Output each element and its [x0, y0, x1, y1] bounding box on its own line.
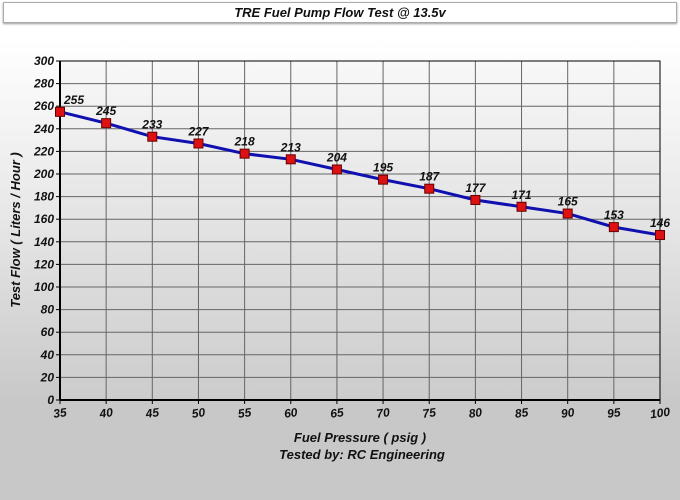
- x-tick-label: 65: [329, 405, 344, 421]
- x-tick-label: 60: [283, 405, 298, 421]
- data-point: [331, 164, 342, 175]
- y-tick-label: 180: [34, 190, 54, 204]
- data-point: [55, 106, 65, 117]
- series-line: [59, 110, 661, 237]
- x-tick-label: 80: [468, 405, 483, 421]
- data-point: [655, 230, 665, 241]
- y-tick-label: 260: [33, 99, 54, 113]
- data-label: 255: [63, 93, 84, 107]
- y-tick-label: 40: [40, 348, 55, 362]
- data-label: 195: [373, 161, 393, 175]
- data-point: [562, 208, 573, 219]
- x-tick-label: 100: [649, 405, 671, 422]
- x-tick-label: 95: [606, 405, 621, 421]
- data-label: 213: [280, 140, 301, 154]
- x-tick-label: 45: [144, 405, 160, 421]
- y-tick-label: 240: [33, 122, 54, 136]
- data-label: 204: [326, 150, 347, 164]
- data-label: 218: [234, 135, 255, 149]
- plot-area: [60, 61, 660, 400]
- y-tick-label: 0: [47, 393, 54, 407]
- y-tick-label: 220: [33, 144, 54, 158]
- data-label: 146: [650, 216, 670, 230]
- x-tick-label: 70: [375, 405, 390, 421]
- data-label: 233: [141, 118, 162, 132]
- chart-subtitle: Tested by: RC Engineering: [279, 447, 445, 462]
- data-point: [147, 131, 158, 142]
- chart-title: TRE Fuel Pump Flow Test @ 13.5v: [3, 2, 677, 23]
- y-tick-label: 200: [33, 167, 54, 181]
- y-tick-label: 80: [41, 303, 55, 317]
- x-tick-label: 40: [98, 405, 114, 421]
- x-tick-label: 55: [237, 405, 252, 421]
- data-point: [239, 148, 250, 159]
- y-tick-label: 140: [34, 235, 54, 249]
- data-point: [424, 183, 435, 194]
- y-tick-label: 60: [41, 325, 55, 339]
- data-point: [285, 154, 296, 165]
- data-point: [516, 201, 527, 212]
- y-tick-label: 120: [34, 257, 54, 271]
- x-tick-label: 35: [52, 405, 67, 421]
- data-label: 245: [95, 104, 116, 118]
- y-tick-label: 160: [34, 212, 54, 226]
- data-label: 153: [604, 208, 624, 222]
- y-tick-label: 100: [34, 280, 54, 294]
- data-point: [193, 138, 204, 149]
- data-label: 227: [187, 124, 209, 138]
- data-point: [608, 222, 619, 233]
- series: 255 245 233 227 218 213 204 195 187 177 171 165 153 1…: [55, 93, 670, 241]
- y-tick-label: 300: [34, 54, 54, 68]
- data-point: [101, 118, 112, 129]
- data-point: [378, 174, 389, 185]
- data-label: 171: [512, 188, 532, 202]
- data-label: 165: [558, 195, 578, 209]
- x-tick-label: 75: [422, 405, 437, 421]
- x-axis-label: Fuel Pressure ( psig ): [294, 430, 426, 445]
- data-point: [470, 194, 481, 205]
- x-tick-label: 50: [191, 405, 206, 421]
- x-tick-label: 85: [514, 405, 529, 421]
- x-tick-label: 90: [560, 405, 575, 421]
- data-label: 187: [419, 170, 440, 184]
- y-tick-label: 280: [33, 77, 54, 91]
- y-axis-label: Test Flow ( Liters / Hour ): [8, 152, 23, 308]
- data-label: 177: [465, 181, 486, 195]
- y-tick-label: 20: [40, 370, 55, 384]
